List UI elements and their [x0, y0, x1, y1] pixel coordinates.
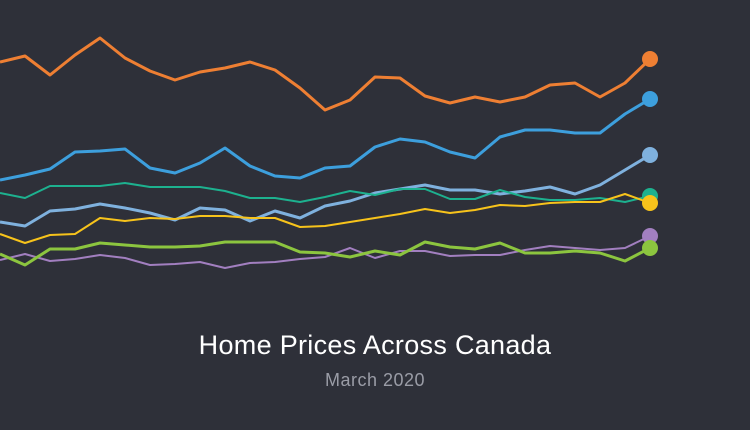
series-end-dot-light-blue [642, 147, 658, 163]
series-end-dot-blue [642, 91, 658, 107]
series-line-light-blue [0, 153, 651, 228]
series-line-green [0, 240, 651, 267]
chart-subtitle: March 2020 [324, 370, 426, 390]
line-chart [0, 36, 658, 269]
series-line-teal [0, 182, 651, 203]
series-end-dot-yellow [642, 195, 658, 211]
series-line-yellow [0, 193, 651, 244]
series-end-dot-orange [642, 51, 658, 67]
series-line-orange [0, 36, 652, 112]
series-line-blue [0, 97, 651, 182]
series-end-dot-green [642, 240, 658, 256]
series-line-purple [0, 235, 651, 269]
series-end-dot-purple [642, 228, 658, 244]
chart-title: Home Prices Across Canada [198, 330, 552, 360]
